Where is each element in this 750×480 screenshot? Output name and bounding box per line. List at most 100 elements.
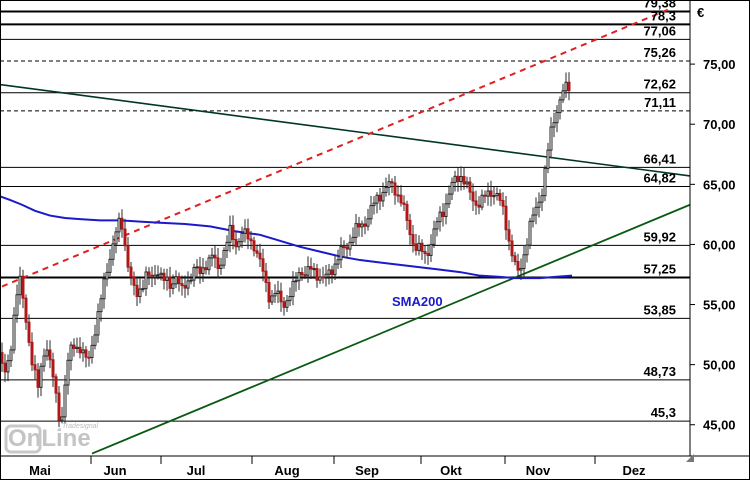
candle-body bbox=[261, 258, 265, 272]
candle-body bbox=[204, 267, 208, 271]
candle-body bbox=[48, 349, 52, 361]
candle-body bbox=[375, 194, 379, 204]
candle-body bbox=[195, 266, 199, 269]
candle-body bbox=[234, 238, 238, 248]
candle-body bbox=[66, 359, 70, 386]
candle-body bbox=[507, 229, 511, 242]
candle-body bbox=[78, 346, 82, 354]
candle-body bbox=[426, 253, 430, 256]
level-label-48,73: 48,73 bbox=[643, 364, 676, 379]
y-tick-label: 60,00 bbox=[703, 237, 736, 252]
candle-body bbox=[276, 290, 280, 294]
candle-body bbox=[99, 298, 103, 313]
candle-body bbox=[291, 280, 295, 297]
x-tick-label: Dez bbox=[622, 463, 646, 478]
candle-body bbox=[555, 112, 559, 124]
candle-body bbox=[474, 200, 478, 206]
candle-body bbox=[282, 301, 286, 308]
candle-body bbox=[342, 246, 346, 249]
candle-body bbox=[432, 228, 436, 245]
candle-body bbox=[396, 194, 400, 197]
candle-body bbox=[51, 359, 55, 378]
candle-body bbox=[96, 311, 100, 336]
candle-body bbox=[45, 349, 49, 357]
level-label-79,38: 79,38 bbox=[643, 0, 676, 10]
x-tick-label: Jun bbox=[103, 463, 126, 478]
candle-body bbox=[240, 232, 244, 243]
level-label-64,82: 64,82 bbox=[643, 170, 676, 185]
x-tick-label: Okt bbox=[440, 463, 462, 478]
resistance-trendline bbox=[0, 83, 691, 177]
candle-body bbox=[498, 192, 502, 201]
candle-body bbox=[144, 271, 148, 290]
candle-body bbox=[132, 276, 136, 286]
candle-body bbox=[360, 223, 364, 228]
candle-body bbox=[525, 244, 529, 256]
candle-body bbox=[198, 266, 202, 275]
candle-body bbox=[216, 257, 220, 269]
level-label-75,26: 75,26 bbox=[643, 45, 676, 60]
candle-body bbox=[495, 192, 499, 197]
candle-body bbox=[387, 181, 391, 188]
candle-body bbox=[126, 245, 130, 268]
level-label-78,3: 78,3 bbox=[651, 8, 676, 23]
candle-body bbox=[309, 266, 313, 270]
candle-body bbox=[162, 272, 166, 281]
candle-body bbox=[171, 283, 175, 289]
candle-body bbox=[330, 269, 334, 276]
level-label-59,92: 59,92 bbox=[643, 229, 676, 244]
candle-body bbox=[267, 281, 271, 303]
candle-body bbox=[105, 271, 109, 280]
y-tick-label: 50,00 bbox=[703, 358, 736, 373]
candle-body bbox=[423, 250, 427, 255]
candle-body bbox=[57, 392, 61, 421]
candle-body bbox=[390, 181, 394, 184]
candle-body bbox=[156, 274, 160, 277]
candle-body bbox=[318, 276, 322, 281]
y-tick-label: 55,00 bbox=[703, 298, 736, 313]
candle-body bbox=[222, 249, 226, 266]
candle-body bbox=[255, 250, 259, 254]
x-tick-label: Jul bbox=[187, 463, 206, 478]
candle-body bbox=[42, 355, 46, 367]
candle-body bbox=[450, 181, 454, 195]
candle-body bbox=[363, 223, 367, 227]
sma200-layer bbox=[0, 195, 573, 280]
candle-body bbox=[468, 181, 472, 193]
candle-body bbox=[522, 254, 526, 270]
candle-body bbox=[333, 263, 337, 276]
candle-body bbox=[213, 254, 217, 259]
candle-body bbox=[321, 276, 325, 279]
candle-body bbox=[24, 297, 28, 323]
candle-body bbox=[93, 334, 97, 346]
candle-body bbox=[165, 276, 169, 281]
candle-body bbox=[492, 195, 496, 198]
candle-body bbox=[180, 283, 184, 287]
y-tick-label: 75,00 bbox=[703, 57, 736, 72]
candle-body bbox=[102, 278, 106, 300]
candle-body bbox=[486, 190, 490, 197]
candle-body bbox=[480, 194, 484, 208]
x-axis: Mai Jun Jul Aug Sep Okt Nov Dez bbox=[0, 456, 646, 478]
candle-body bbox=[207, 257, 211, 271]
level-label-66,41: 66,41 bbox=[643, 151, 676, 166]
candle-body bbox=[150, 274, 154, 278]
tradesignal-online-logo: Tradesignal OnLine bbox=[4, 423, 99, 454]
candle-body bbox=[9, 349, 13, 362]
candle-body bbox=[408, 219, 412, 236]
logo-screen-icon bbox=[4, 424, 42, 454]
candle-body bbox=[114, 231, 118, 245]
candle-body bbox=[420, 242, 424, 252]
y-tick-label: 70,00 bbox=[703, 117, 736, 132]
candle-body bbox=[270, 295, 274, 303]
candle-body bbox=[87, 356, 91, 359]
candle-body bbox=[297, 272, 301, 282]
candle-body bbox=[546, 149, 550, 169]
candle-body bbox=[501, 199, 505, 207]
candle-body bbox=[117, 217, 121, 233]
candle-body bbox=[273, 292, 277, 297]
candle-body bbox=[90, 344, 94, 358]
candle-body bbox=[462, 176, 466, 185]
candle-body bbox=[345, 246, 349, 250]
candle-body bbox=[72, 344, 76, 349]
